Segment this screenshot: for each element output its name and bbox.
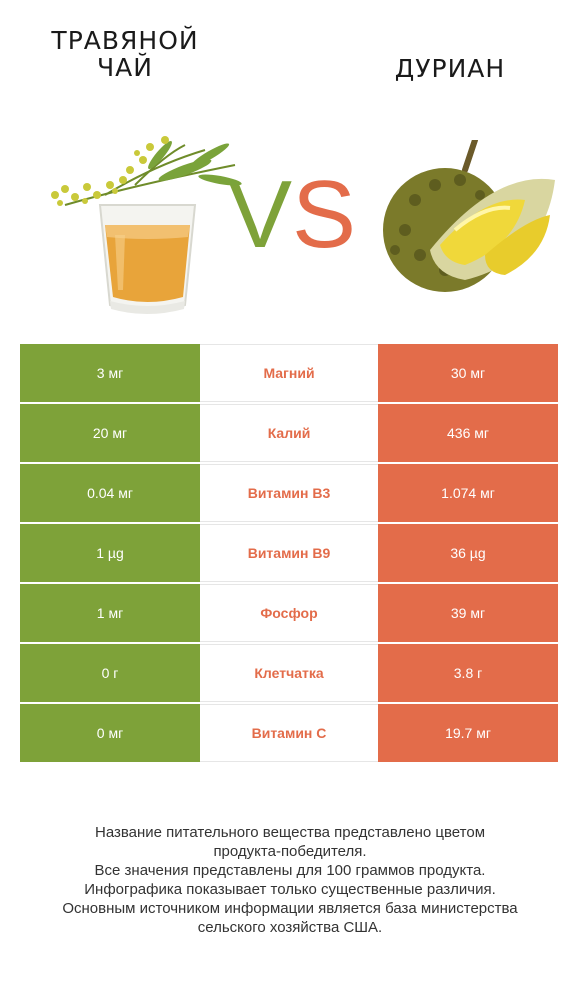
left-value: 1 мг [20,584,200,642]
footer-notes: Название питательного вещества представл… [20,823,560,937]
left-value: 0 г [20,644,200,702]
table-row: 1 мг Фосфор 39 мг [20,584,558,642]
nutrient-name: Витамин B9 [200,524,378,582]
table-row: 0.04 мг Витамин B3 1.074 мг [20,464,558,522]
table-row: 1 µg Витамин B9 36 µg [20,524,558,582]
nutrient-name: Клетчатка [200,644,378,702]
right-product-title: ДУРИАН [394,54,506,83]
nutrient-name: Витамин C [200,704,378,762]
footer-line: сельского хозяйства США. [197,919,383,936]
left-value: 0.04 мг [20,464,200,522]
right-value: 1.074 мг [378,464,558,522]
left-title-line1: ТРАВЯНОЙ [51,26,199,55]
left-value: 0 мг [20,704,200,762]
vs-letter-s: S [292,161,357,268]
vs-letter-v: V [228,161,293,268]
footer-line: Основным источником информации является … [62,900,518,917]
right-value: 39 мг [378,584,558,642]
table-row: 20 мг Калий 436 мг [20,404,558,462]
right-value: 436 мг [378,404,558,462]
left-value: 3 мг [20,344,200,402]
right-value: 30 мг [378,344,558,402]
left-value: 20 мг [20,404,200,462]
nutrient-name: Калий [200,404,378,462]
durian-image [383,140,555,292]
right-value: 36 µg [378,524,558,582]
comparison-table: 3 мг Магний 30 мг 20 мг Калий 436 мг 0.0… [20,344,558,764]
table-row: 0 мг Витамин C 19.7 мг [20,704,558,762]
left-product-title: ТРАВЯНОЙ ЧАЙ [30,27,220,81]
right-value: 3.8 г [378,644,558,702]
nutrient-name: Магний [200,344,378,402]
right-value: 19.7 мг [378,704,558,762]
footer-line: Инфографика показывает только существенн… [84,881,496,898]
table-row: 3 мг Магний 30 мг [20,344,558,402]
herbal-tea-image [51,136,242,314]
left-value: 1 µg [20,524,200,582]
left-title-line2: ЧАЙ [97,53,153,82]
table-row: 0 г Клетчатка 3.8 г [20,644,558,702]
footer-line: Название питательного вещества представл… [94,824,486,841]
footer-line: Все значения представлены для 100 граммо… [94,862,486,879]
nutrient-name: Витамин B3 [200,464,378,522]
nutrient-name: Фосфор [200,584,378,642]
footer-line: продукта-победителя. [213,843,367,860]
